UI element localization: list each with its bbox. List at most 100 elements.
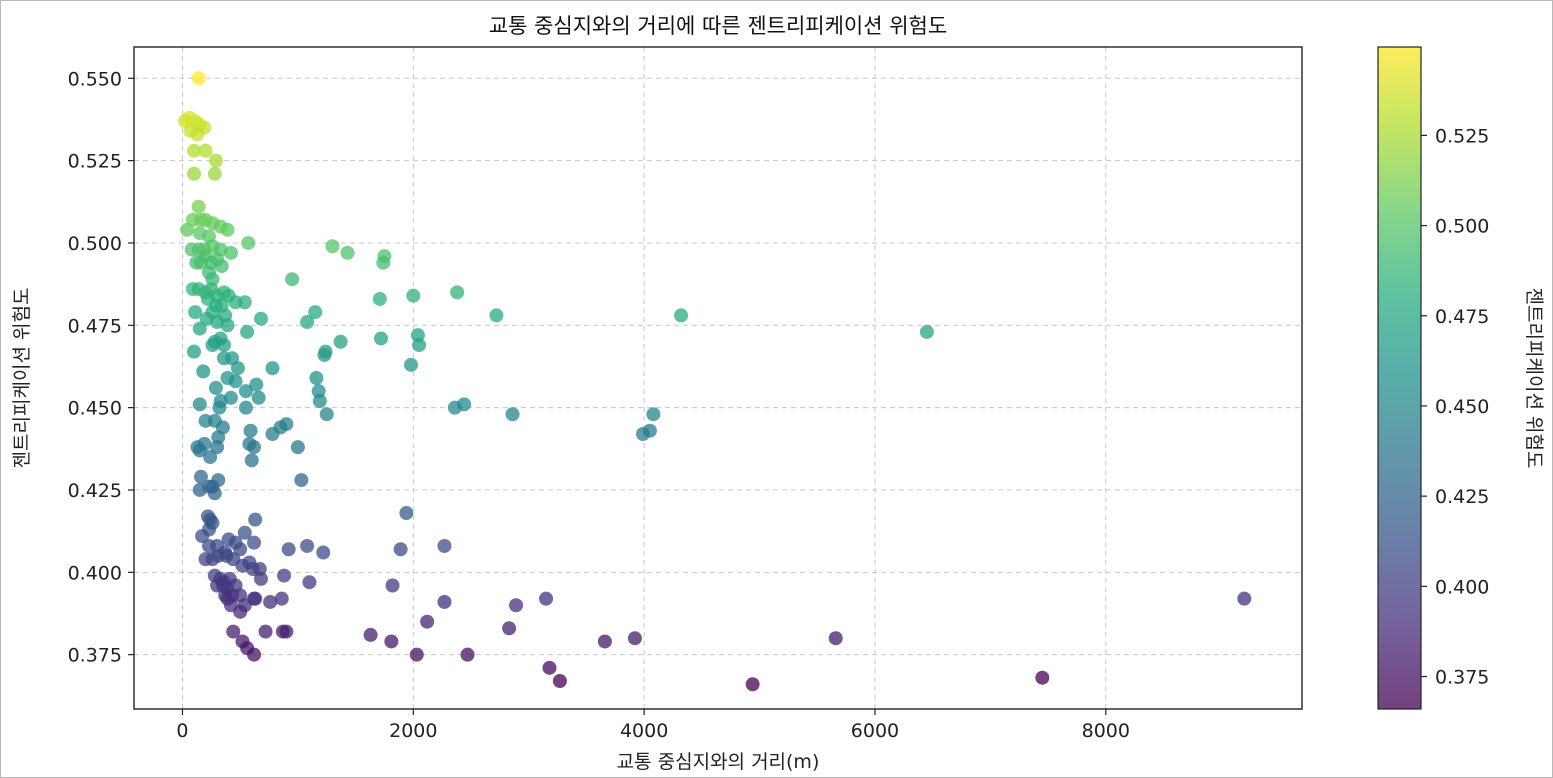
- data-point: [325, 239, 340, 254]
- data-point: [238, 400, 253, 415]
- data-point: [384, 634, 399, 649]
- data-point: [263, 594, 278, 609]
- x-tick-label: 4000: [620, 720, 668, 742]
- data-point: [237, 525, 252, 540]
- data-point: [191, 71, 206, 86]
- data-point: [217, 338, 232, 353]
- y-tick-label: 0.550: [68, 68, 122, 90]
- y-tick-label: 0.375: [68, 645, 122, 667]
- data-point: [300, 538, 315, 553]
- data-point: [243, 423, 258, 438]
- data-point: [220, 222, 235, 237]
- data-point: [509, 598, 524, 613]
- data-point: [309, 371, 324, 385]
- grid-lines: [134, 47, 1302, 709]
- data-point: [191, 199, 206, 214]
- colorbar-tick-label: 0.525: [1435, 125, 1489, 147]
- data-point: [302, 575, 317, 590]
- data-point: [317, 347, 332, 362]
- data-point: [212, 400, 227, 415]
- y-tick-label: 0.500: [68, 233, 122, 255]
- x-tick-label: 0: [176, 720, 188, 742]
- x-tick-label: 6000: [851, 720, 899, 742]
- data-point: [294, 473, 309, 488]
- data-point: [457, 397, 472, 412]
- data-point: [376, 255, 391, 270]
- data-point: [207, 166, 222, 181]
- data-point: [745, 677, 760, 692]
- data-point: [226, 624, 241, 639]
- data-point: [195, 529, 210, 544]
- colorbar-tick-label: 0.500: [1435, 216, 1489, 238]
- data-point: [372, 291, 387, 306]
- data-point: [192, 482, 207, 497]
- data-point: [238, 384, 253, 399]
- data-point: [539, 591, 554, 606]
- data-point: [460, 647, 475, 662]
- data-point: [197, 436, 212, 451]
- data-point: [542, 660, 557, 675]
- data-point: [642, 423, 657, 438]
- data-point: [180, 222, 195, 237]
- data-point: [205, 338, 220, 353]
- data-point: [279, 624, 294, 639]
- data-point: [196, 364, 211, 379]
- data-point: [208, 380, 223, 395]
- data-point: [187, 344, 202, 359]
- data-point: [187, 166, 202, 181]
- y-tick-label: 0.475: [68, 315, 122, 337]
- data-point: [597, 634, 612, 649]
- plot-border: [133, 46, 1303, 710]
- data-point: [240, 324, 255, 339]
- chart-title: 교통 중심지와의 거리에 따른 젠트리피케이션 위험도: [489, 14, 947, 38]
- data-point: [247, 440, 262, 455]
- data-point: [193, 469, 208, 484]
- data-points: [177, 71, 1252, 692]
- x-axis-ticks: 0 2000 4000 6000 8000: [176, 709, 1130, 742]
- data-point: [247, 647, 262, 662]
- data-point: [251, 390, 266, 405]
- data-point: [279, 417, 294, 432]
- data-point: [1237, 591, 1252, 606]
- data-point: [253, 571, 268, 586]
- data-point: [393, 542, 408, 557]
- y-axis-ticks: 0.375 0.400 0.425 0.450 0.475 0.500 0.525 0.550: [68, 68, 134, 667]
- data-point: [285, 272, 300, 287]
- data-point: [203, 450, 218, 465]
- data-point: [248, 512, 263, 527]
- data-point: [552, 674, 567, 689]
- data-point: [192, 321, 207, 336]
- colorbar-ticks: 0.375 0.400 0.425 0.450 0.475 0.500 0.525: [1421, 125, 1489, 689]
- data-point: [244, 453, 259, 468]
- data-point: [277, 568, 292, 583]
- data-point: [674, 308, 689, 323]
- data-point: [399, 506, 414, 521]
- data-point: [319, 407, 334, 422]
- data-point: [265, 361, 280, 376]
- x-tick-label: 2000: [389, 720, 437, 742]
- colorbar: [1377, 46, 1422, 710]
- data-point: [450, 285, 465, 300]
- data-point: [211, 473, 226, 488]
- colorbar-tick-label: 0.475: [1435, 306, 1489, 328]
- y-tick-label: 0.450: [68, 398, 122, 420]
- data-point: [247, 535, 262, 550]
- data-point: [340, 245, 355, 260]
- y-tick-label: 0.425: [68, 480, 122, 502]
- data-point: [233, 604, 248, 619]
- data-point: [308, 305, 323, 320]
- data-point: [385, 578, 400, 593]
- data-point: [258, 624, 273, 639]
- colorbar-tick-label: 0.375: [1435, 667, 1489, 689]
- data-point: [207, 486, 222, 501]
- data-point: [412, 338, 427, 353]
- data-point: [241, 235, 256, 250]
- data-point: [312, 394, 327, 409]
- data-point: [192, 397, 207, 412]
- y-tick-label: 0.525: [68, 151, 122, 173]
- data-point: [290, 440, 305, 455]
- colorbar-label: 젠트리피케이션 위험도: [1523, 288, 1545, 469]
- data-point: [237, 295, 252, 310]
- data-point: [223, 245, 238, 260]
